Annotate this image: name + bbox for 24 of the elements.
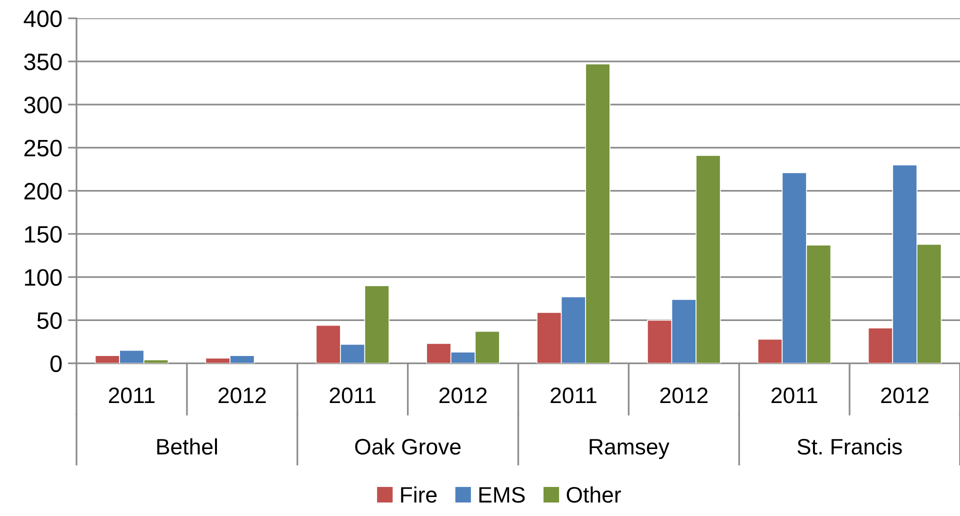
x-tick-label: 2011 — [330, 388, 376, 404]
y-tick-label: 150 — [25, 226, 62, 243]
y-tick-label: 100 — [25, 269, 62, 286]
text: Oak Grove — [355, 438, 461, 455]
y-tick-label: 250 — [24, 140, 62, 156]
legend-label: EMS — [479, 486, 525, 503]
y-tick-label: 0 — [50, 355, 62, 372]
x-tick-label: 2012 — [439, 388, 487, 404]
y-tick-label: 350 — [24, 53, 62, 70]
x-tick-label: 2011 — [550, 388, 596, 404]
text: Bethel — [157, 438, 217, 455]
x-tick-label: 2012 — [218, 388, 266, 404]
x-tick-label: 2012 — [660, 388, 708, 404]
y-tick-label: 400 — [24, 10, 62, 28]
legend-label: Other — [566, 486, 621, 503]
x-tick-label: 2012 — [881, 388, 928, 404]
x-tick-label: 2011 — [772, 388, 818, 404]
y-tick-label: 200 — [24, 182, 62, 200]
text: Ramsey — [590, 439, 670, 460]
y-tick-label: 50 — [37, 312, 62, 329]
text: St. Francis — [797, 438, 902, 455]
legend-label: Fire — [401, 486, 437, 503]
y-tick-label: 300 — [24, 96, 62, 114]
x-tick-label: 2011 — [108, 388, 155, 404]
